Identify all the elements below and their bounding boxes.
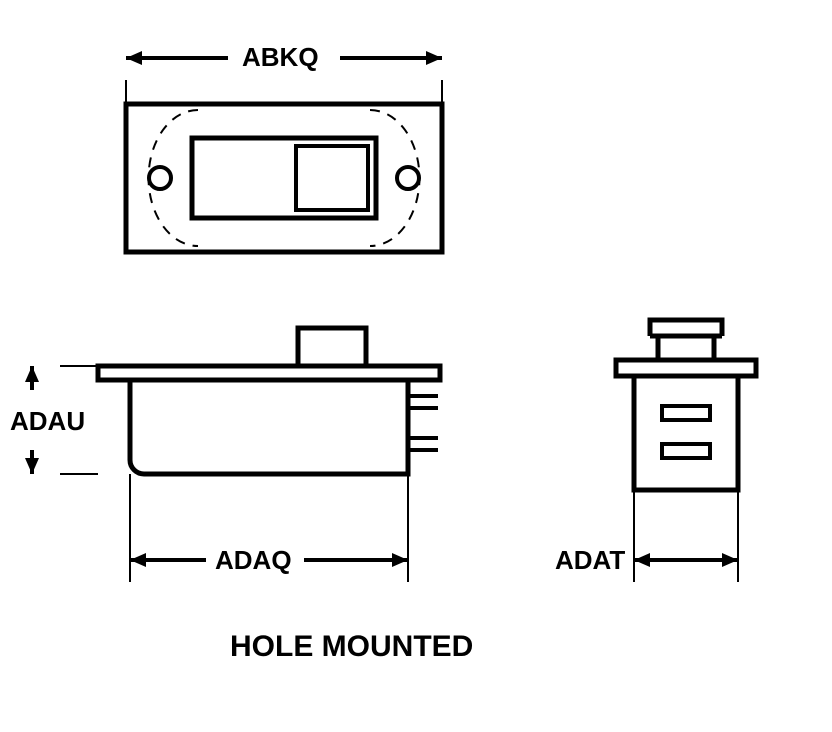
dim-label-adau: ADAU	[10, 406, 85, 437]
diagram-container: ABKQ ADAU ADAQ ADAT HOLE MOUNTED	[0, 0, 832, 732]
dim-label-adat: ADAT	[555, 545, 625, 576]
side-view	[0, 0, 832, 620]
caption: HOLE MOUNTED	[230, 630, 473, 664]
dim-label-adaq: ADAQ	[215, 545, 292, 576]
dim-label-abkq: ABKQ	[242, 42, 319, 73]
